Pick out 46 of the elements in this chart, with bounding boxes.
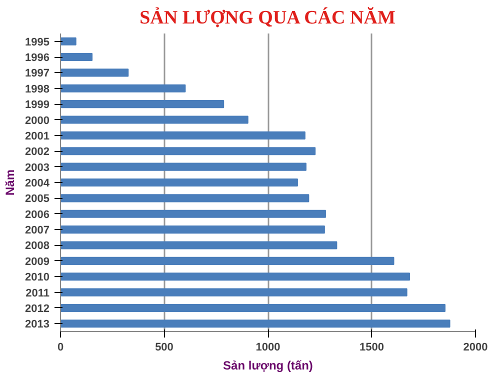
bar (60, 210, 326, 218)
bar (60, 131, 306, 140)
y-tick-label: 2009 (25, 256, 50, 268)
bar (60, 288, 408, 296)
bar (60, 52, 93, 62)
y-tick-label: 1999 (25, 99, 50, 112)
bar (60, 37, 76, 46)
bar (60, 320, 450, 328)
y-tick-label: 2002 (25, 146, 50, 158)
chart-title: SẢN LƯỢNG QUA CÁC NĂM (140, 6, 396, 28)
y-axis-title: Năm (3, 169, 18, 196)
bar (60, 178, 298, 187)
bar (60, 162, 306, 171)
bar (60, 84, 186, 92)
y-tick-label: 2000 (25, 114, 50, 127)
y-tick-label: 2008 (25, 240, 50, 252)
bar (60, 241, 338, 250)
y-tick-label: 1998 (25, 83, 50, 96)
y-tick-label: 2010 (25, 272, 50, 284)
x-tick-label: 0 (57, 342, 64, 354)
bar (60, 100, 224, 108)
y-tick-label: 2011 (26, 287, 50, 300)
y-tick-label: 2012 (25, 302, 50, 315)
bar (60, 147, 316, 156)
y-tick-label: 2013 (25, 318, 50, 331)
x-tick-label: 1500 (360, 342, 384, 354)
bar (60, 256, 394, 265)
y-tick-label: 1996 (25, 52, 50, 64)
bar (60, 304, 446, 312)
x-tick-label: 1000 (256, 342, 280, 354)
x-tick-label: 500 (155, 342, 174, 354)
bar (60, 116, 248, 124)
y-tick-label: 2007 (25, 224, 50, 237)
y-tick-label: 2005 (25, 193, 50, 206)
bar (60, 68, 129, 77)
bar (60, 194, 310, 202)
y-tick-label: 2001 (25, 130, 50, 142)
y-tick-label: 2004 (25, 178, 50, 190)
y-tick-label: 2003 (25, 162, 50, 174)
y-tick-label: 2006 (25, 208, 50, 221)
y-tick-label: 1995 (25, 36, 50, 48)
x-tick-label: 2000 (463, 342, 488, 354)
bar (60, 226, 325, 234)
y-tick-label: 1997 (25, 68, 50, 80)
bar (60, 272, 410, 281)
x-axis-title: Sản lượng (tấn) (223, 358, 313, 372)
